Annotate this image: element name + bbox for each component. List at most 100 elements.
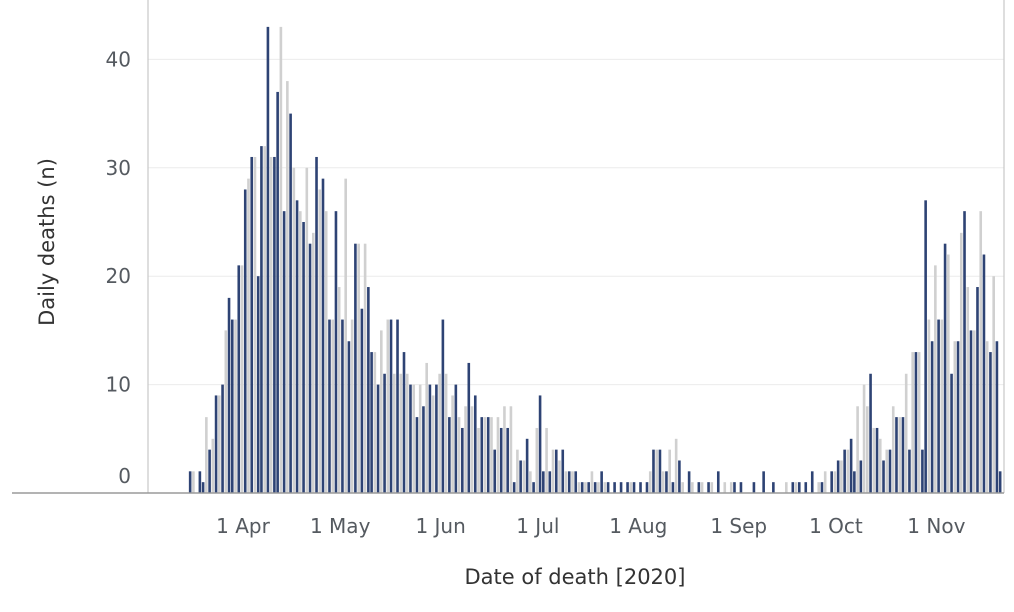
bar-dark xyxy=(276,91,279,494)
bar-dark xyxy=(214,395,218,493)
bar-light xyxy=(224,330,228,493)
bar-dark xyxy=(499,427,503,493)
bar-light xyxy=(490,417,493,493)
bar-dark xyxy=(486,417,490,493)
bar-light xyxy=(240,265,244,493)
bar-dark xyxy=(256,276,260,493)
bar-light xyxy=(992,276,995,493)
bar-light xyxy=(723,482,727,493)
bar-light xyxy=(464,406,467,493)
bar-dark xyxy=(435,384,438,493)
bar-dark xyxy=(995,341,999,493)
bar-light xyxy=(891,406,895,493)
bar-dark xyxy=(752,482,756,493)
bar-light xyxy=(917,352,921,493)
bar-dark xyxy=(230,319,234,493)
bar-dark xyxy=(409,384,412,493)
bar-light xyxy=(655,449,659,493)
bar-light xyxy=(558,460,561,493)
bar-light xyxy=(279,26,283,493)
bar-dark xyxy=(963,211,966,493)
bar-dark xyxy=(619,482,623,493)
bar-light xyxy=(444,373,448,493)
bar-marks xyxy=(188,26,1002,494)
bar-dark xyxy=(937,319,940,493)
bar-light xyxy=(823,471,827,493)
bar-light xyxy=(700,482,704,493)
bar-dark xyxy=(402,352,406,493)
bar-dark xyxy=(707,482,710,493)
bar-light xyxy=(794,482,798,493)
bar-light xyxy=(380,330,383,493)
bar-dark xyxy=(308,243,312,493)
bar-light xyxy=(503,406,506,493)
bar-dark xyxy=(289,113,292,493)
bar-light xyxy=(357,243,360,493)
bar-dark xyxy=(328,319,331,493)
bar-dark xyxy=(428,384,432,493)
bar-light xyxy=(545,427,548,493)
bar-light xyxy=(350,319,354,493)
bar-dark xyxy=(321,178,325,493)
bar-dark xyxy=(600,471,603,493)
bar-light xyxy=(947,254,950,493)
bar-light xyxy=(483,417,487,493)
bar-light xyxy=(584,482,587,493)
bar-dark xyxy=(493,449,497,493)
bar-dark xyxy=(519,460,522,493)
bar-dark xyxy=(895,417,898,493)
x-tick-label: 1 Jun xyxy=(415,514,465,538)
bar-dark xyxy=(853,471,856,493)
bar-light xyxy=(496,417,500,493)
bar-light xyxy=(477,427,480,493)
bar-dark xyxy=(593,482,597,493)
bar-light xyxy=(866,406,869,493)
bar-light xyxy=(218,395,221,493)
bar-light xyxy=(729,482,733,493)
bar-dark xyxy=(454,384,458,493)
bar-dark xyxy=(273,156,276,493)
bar-light xyxy=(311,232,315,493)
bar-light xyxy=(263,146,266,493)
bar-dark xyxy=(422,406,425,493)
bar-light xyxy=(817,482,821,493)
bar-light xyxy=(661,471,665,493)
bar-light xyxy=(205,417,208,493)
bar-dark xyxy=(448,417,451,493)
bar-dark xyxy=(820,482,824,493)
bar-dark xyxy=(587,482,590,493)
bar-light xyxy=(856,406,859,493)
bar-light xyxy=(904,373,908,493)
bar-dark xyxy=(250,156,254,493)
bar-dark xyxy=(512,482,516,493)
bar-light xyxy=(691,482,694,493)
bar-dark xyxy=(295,200,299,493)
bar-dark xyxy=(360,308,364,493)
bar-dark xyxy=(671,482,675,493)
bar-light xyxy=(603,482,607,493)
bar-dark xyxy=(632,482,636,493)
bar-dark xyxy=(613,482,616,493)
x-tick-label: 1 Nov xyxy=(907,514,965,538)
bar-light xyxy=(785,482,788,493)
bar-light xyxy=(681,482,684,493)
bar-light xyxy=(425,362,428,493)
bar-light xyxy=(305,167,309,494)
bar-light xyxy=(529,471,532,493)
y-axis-title: Daily deaths (n) xyxy=(35,158,59,326)
bar-dark xyxy=(370,352,373,493)
bar-dark xyxy=(658,449,662,493)
bar-dark xyxy=(302,222,305,493)
bar-dark xyxy=(639,482,642,493)
bar-dark xyxy=(645,482,649,493)
bar-dark xyxy=(554,449,558,493)
bar-dark xyxy=(950,373,953,493)
y-tick-label: 30 xyxy=(106,156,131,180)
bar-dark xyxy=(461,427,464,493)
bar-dark xyxy=(697,482,701,493)
bar-dark xyxy=(908,449,911,493)
bar-light xyxy=(878,438,882,493)
bar-light xyxy=(234,319,237,493)
x-tick-label: 1 Aug xyxy=(609,514,667,538)
